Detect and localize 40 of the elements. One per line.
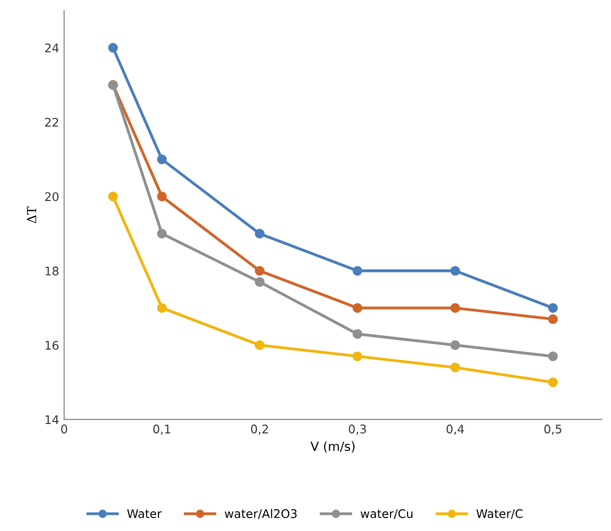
x-tick-label: 0 bbox=[61, 424, 68, 434]
point bbox=[352, 329, 362, 339]
point bbox=[157, 303, 167, 313]
point bbox=[108, 42, 118, 53]
point bbox=[157, 154, 167, 164]
x-tick-label: 0,1 bbox=[153, 424, 170, 435]
point bbox=[157, 228, 167, 238]
point bbox=[450, 266, 460, 276]
x-axis-title: V (m/s) bbox=[310, 441, 355, 452]
legend-label: water/Al2O3 bbox=[224, 508, 297, 520]
y-tick-label: 20 bbox=[45, 192, 59, 202]
y-tick-label: 16 bbox=[46, 340, 59, 350]
y-axis-title: ΔT bbox=[27, 206, 36, 224]
x-tick-label: 0,4 bbox=[446, 424, 464, 435]
point bbox=[157, 192, 167, 202]
point bbox=[352, 266, 362, 276]
y-tick-label: 14 bbox=[46, 415, 59, 424]
legend-label: Water bbox=[127, 509, 162, 518]
point bbox=[548, 377, 558, 388]
point bbox=[254, 266, 265, 276]
point bbox=[352, 351, 362, 362]
point bbox=[108, 192, 118, 202]
legend-label: water/Cu bbox=[360, 509, 412, 520]
x-tick-label: 0,2 bbox=[251, 424, 268, 435]
point bbox=[352, 303, 362, 313]
point bbox=[450, 362, 460, 372]
point bbox=[254, 340, 265, 350]
point bbox=[548, 351, 558, 362]
point bbox=[548, 314, 558, 324]
point bbox=[254, 277, 265, 287]
x-tick-label: 0,3 bbox=[348, 424, 366, 435]
x-tick-label: 0,5 bbox=[544, 424, 562, 435]
point bbox=[450, 303, 460, 313]
point bbox=[450, 340, 460, 350]
y-tick-label: 22 bbox=[45, 118, 58, 127]
y-tick-label: 24 bbox=[45, 44, 59, 52]
y-tick-label: 18 bbox=[46, 266, 58, 276]
legend-label: Water/C bbox=[476, 509, 523, 520]
point bbox=[254, 228, 265, 238]
point bbox=[548, 303, 558, 313]
